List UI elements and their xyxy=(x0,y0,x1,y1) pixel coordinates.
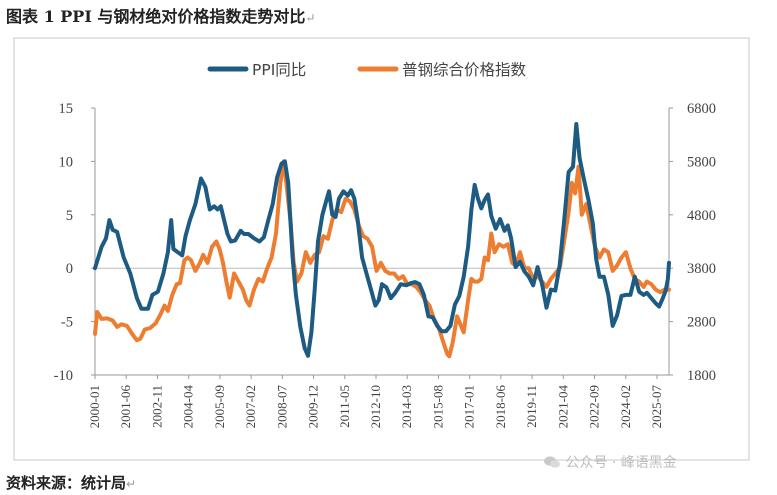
series-line-ppi xyxy=(95,124,669,356)
x-tick-label: 2005-09 xyxy=(212,385,227,428)
x-tick-label: 2000-01 xyxy=(87,385,102,428)
x-tick-label: 2007-02 xyxy=(243,385,258,428)
x-tick-label: 2009-12 xyxy=(306,385,321,428)
y-left-tick-label: -10 xyxy=(54,368,73,384)
x-tick-label: 2008-07 xyxy=(274,385,289,429)
series-lines xyxy=(95,124,669,356)
x-tick-label: 2002-11 xyxy=(149,385,164,428)
x-tick-label: 2011-05 xyxy=(337,385,352,428)
x-tick-label: 2017-01 xyxy=(462,385,477,428)
x-tick-label: 2022-09 xyxy=(587,385,602,428)
x-tick-label: 2014-03 xyxy=(399,385,414,428)
chart: 15 10 5 0 -5 -10 6800 5800 4800 3800 2800 1800 2000-… xyxy=(0,0,777,495)
x-tick-label: 2025-07 xyxy=(649,385,664,429)
y-right-tick-label: 5800 xyxy=(687,154,716,170)
y-right-tick-label: 3800 xyxy=(687,261,716,277)
y-right-tick-label: 2800 xyxy=(687,315,716,331)
y-right-tick-label: 4800 xyxy=(687,208,716,224)
x-tick-label: 2001-06 xyxy=(118,385,133,429)
y-right-tick-label: 1800 xyxy=(687,368,716,384)
y-left-tick-label: 5 xyxy=(66,208,73,224)
x-tick-label: 2019-11 xyxy=(524,385,539,428)
y-left-tick-label: 0 xyxy=(66,261,73,277)
series-line-steel-index xyxy=(95,161,669,356)
wechat-icon xyxy=(543,455,561,469)
source-note: 资料来源：统计局↵ xyxy=(6,472,136,493)
x-tick-label: 2004-04 xyxy=(181,385,196,429)
y-left-tick-label: 10 xyxy=(59,154,74,170)
watermark: 公众号 · 峰语黑金 xyxy=(543,452,677,472)
x-tick-label: 2021-04 xyxy=(555,385,570,429)
legend-steel-label: 普钢综合价格指数 xyxy=(402,61,527,79)
legend: PPI同比 普钢综合价格指数 xyxy=(210,61,527,79)
x-tick-label: 2015-08 xyxy=(430,385,445,428)
y-left-tick-label: -5 xyxy=(61,315,73,331)
x-tick-label: 2024-02 xyxy=(618,385,633,428)
x-tick-label: 2012-10 xyxy=(368,385,383,428)
y-left-tick-label: 15 xyxy=(59,101,74,117)
legend-ppi-label: PPI同比 xyxy=(252,61,306,79)
y-right-tick-label: 6800 xyxy=(687,101,716,117)
x-tick-label: 2018-06 xyxy=(493,385,508,429)
